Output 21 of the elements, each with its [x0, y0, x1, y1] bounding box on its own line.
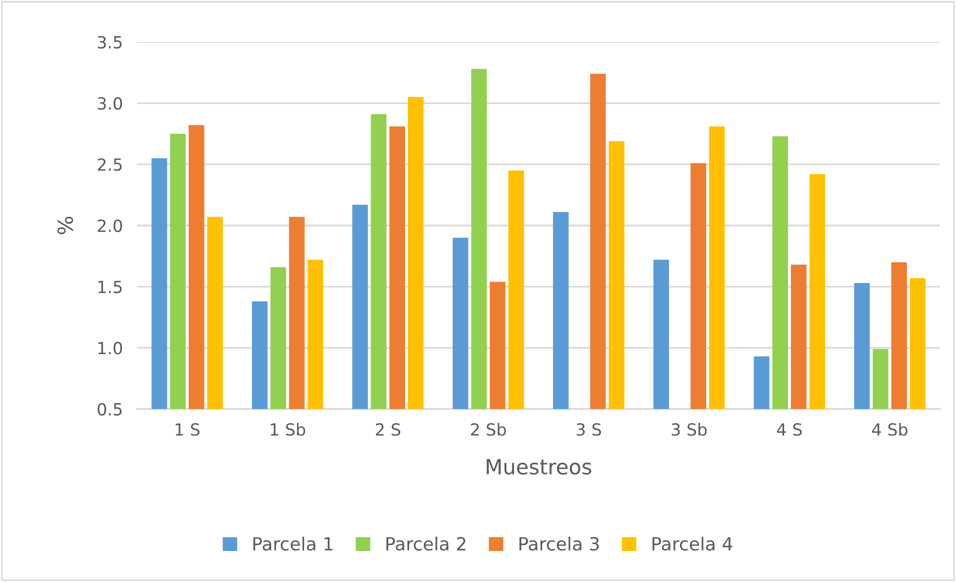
- legend-label: Parcela 2: [386, 536, 466, 551]
- x-tick-label: 4 Sb: [872, 422, 908, 436]
- x-tick-label: 1 Sb: [270, 422, 306, 436]
- y-tick-label: 0.5: [98, 402, 122, 416]
- x-tick-label: 4 S: [777, 423, 802, 436]
- legend-label: Parcela 4: [652, 536, 732, 551]
- y-tick-label: 2.5: [98, 158, 122, 171]
- y-tick-label: 3.0: [98, 97, 122, 110]
- x-axis-title: Muestreos: [486, 459, 592, 475]
- x-tick-label: 2 Sb: [471, 422, 506, 436]
- legend-label: Parcela 3: [519, 536, 599, 551]
- y-tick-label: 3.5: [98, 36, 122, 49]
- x-tick-label: 3 S: [576, 423, 601, 436]
- y-axis-title: %: [57, 216, 74, 234]
- x-tick-label: 2 S: [376, 423, 400, 436]
- x-tick-label: 3 Sb: [672, 422, 707, 436]
- legend-label: Parcela 1: [253, 536, 332, 551]
- y-tick-label: 2.0: [98, 219, 122, 232]
- x-tick-label: 1 S: [176, 423, 200, 436]
- y-tick-label: 1.0: [98, 342, 122, 354]
- y-tick-label: 1.5: [98, 280, 122, 294]
